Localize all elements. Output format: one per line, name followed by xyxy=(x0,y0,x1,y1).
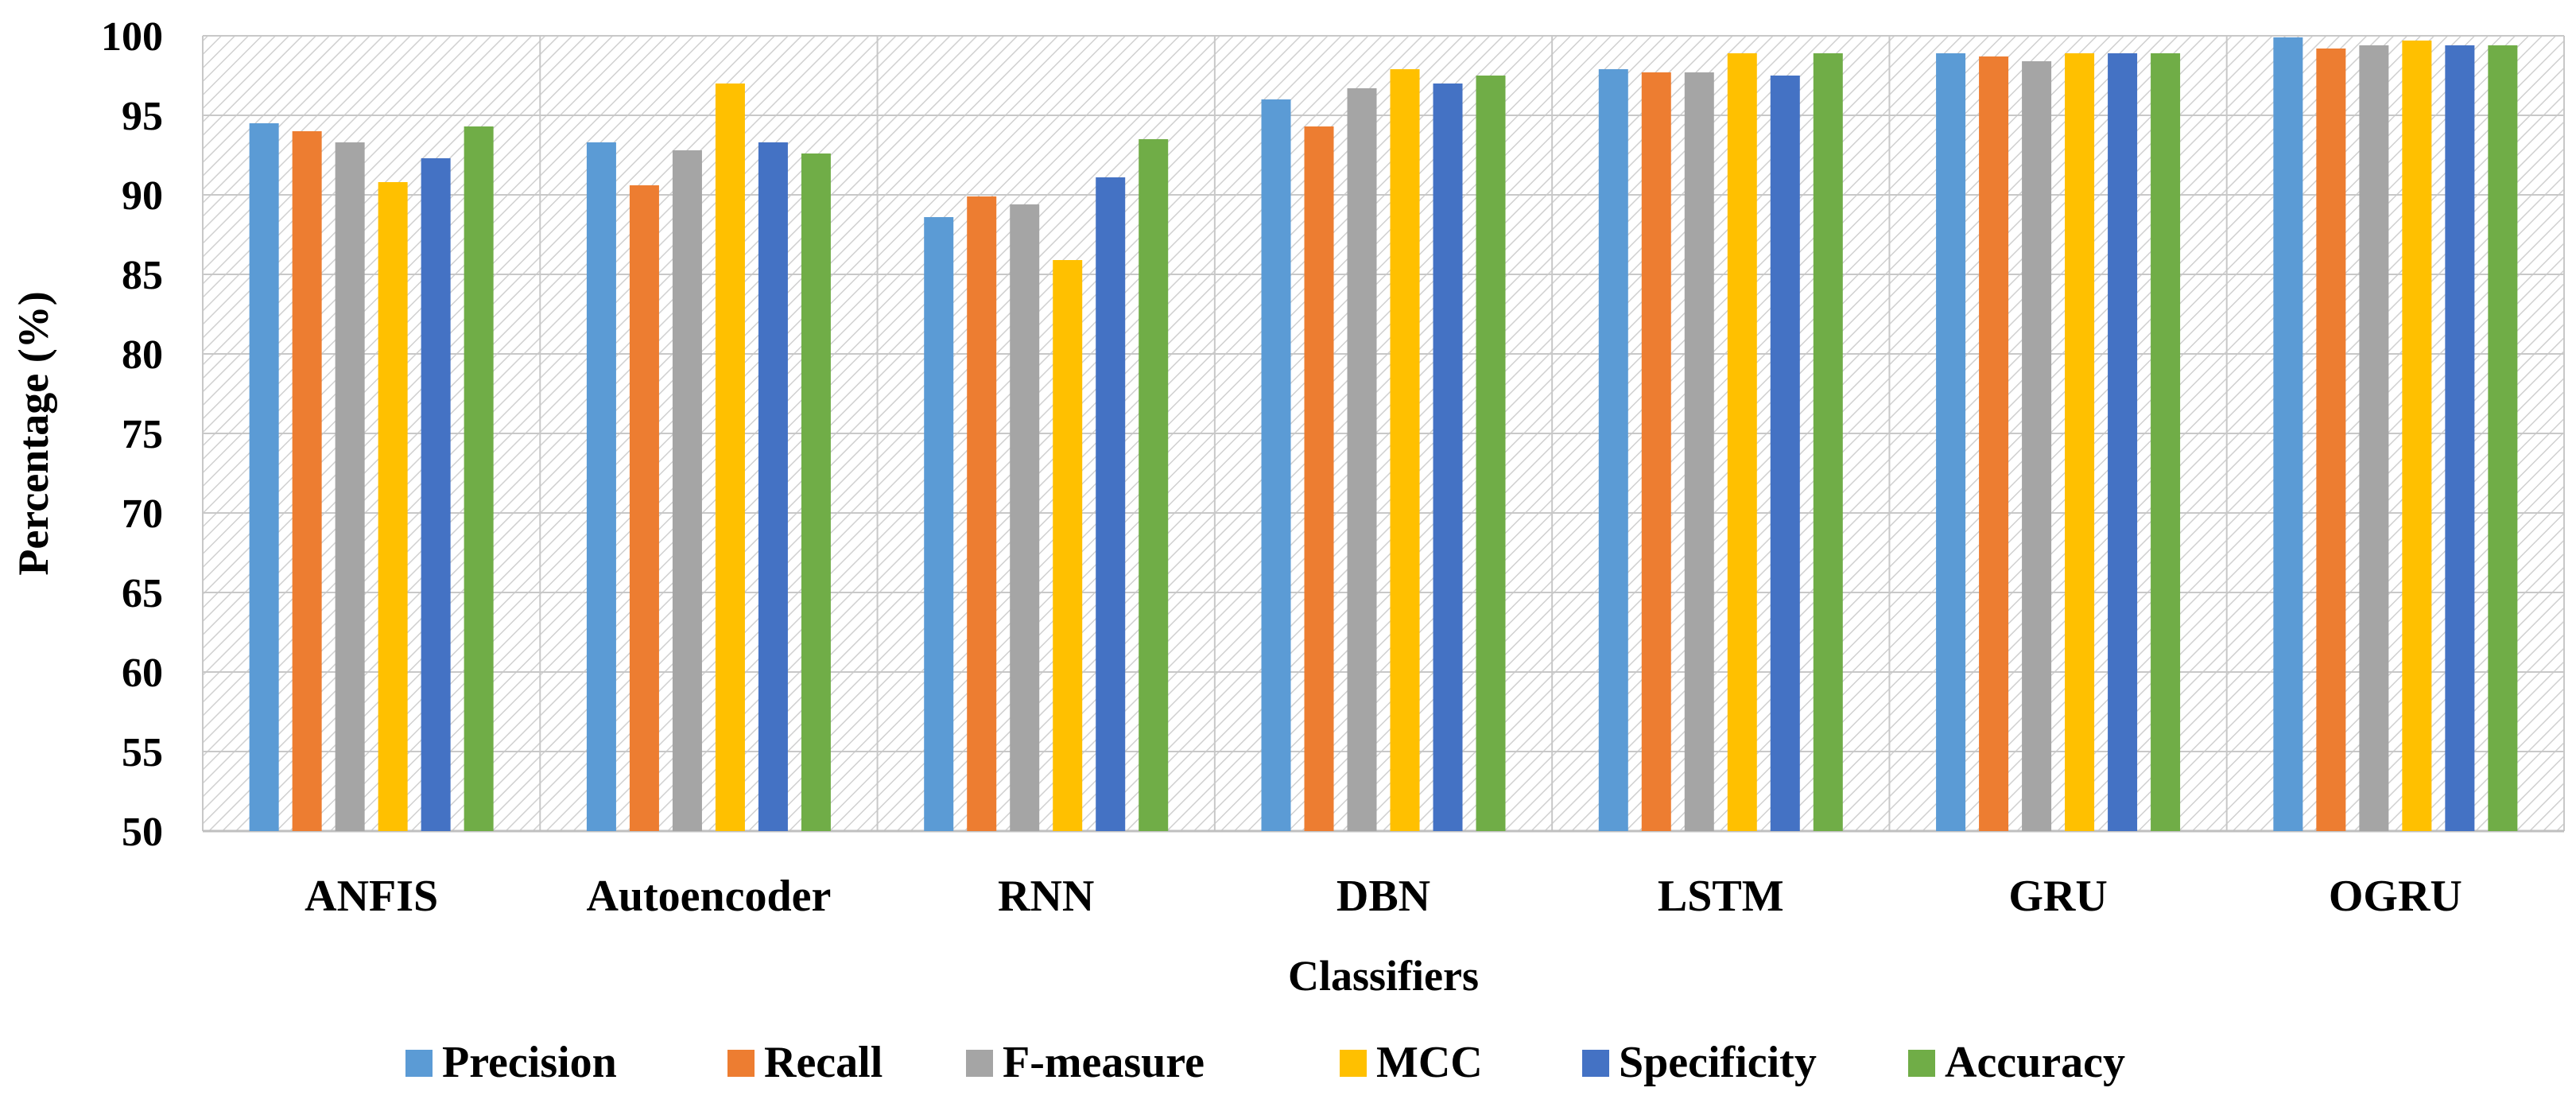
y-axis-title: Percentage (%) xyxy=(10,291,57,575)
y-tick-label: 50 xyxy=(122,810,163,855)
bar-precision-lstm xyxy=(1598,69,1628,831)
bar-recall-ogru xyxy=(2316,49,2346,831)
bar-f-measure-ogru xyxy=(2359,45,2389,831)
legend-swatch-recall xyxy=(727,1050,755,1077)
bar-recall-autoencoder xyxy=(629,185,659,831)
y-tick-label: 60 xyxy=(122,651,163,696)
bar-precision-dbn xyxy=(1261,99,1291,831)
bar-mcc-rnn xyxy=(1053,260,1083,831)
bar-f-measure-rnn xyxy=(1010,204,1040,831)
bar-f-measure-gru xyxy=(2022,61,2052,831)
legend-label: Recall xyxy=(764,1038,883,1087)
bar-accuracy-rnn xyxy=(1139,139,1169,831)
legend-label: Accuracy xyxy=(1945,1038,2125,1087)
y-tick-label: 90 xyxy=(122,173,163,219)
x-category-label: Autoencoder xyxy=(586,872,831,921)
bar-specificity-anfis xyxy=(421,158,451,831)
legend-label: F-measure xyxy=(1003,1038,1205,1087)
legend-swatch-f-measure xyxy=(966,1050,993,1077)
bar-mcc-lstm xyxy=(1727,53,1757,831)
bar-specificity-rnn xyxy=(1096,177,1126,831)
bar-specificity-lstm xyxy=(1770,76,1800,831)
legend-swatch-mcc xyxy=(1340,1050,1367,1077)
bar-recall-lstm xyxy=(1641,72,1671,831)
x-axis-categories: ANFIS Autoencoder RNN DBN LSTM GRU OGRU xyxy=(305,872,2462,921)
legend-label: Specificity xyxy=(1619,1038,1817,1087)
x-category-label: RNN xyxy=(998,872,1094,921)
bar-specificity-dbn xyxy=(1433,84,1463,831)
legend-swatch-specificity xyxy=(1582,1050,1609,1077)
legend: Precision Recall F-measure MCC Specificity Ac… xyxy=(405,1038,2125,1087)
bar-recall-rnn xyxy=(967,196,997,831)
bar-precision-rnn xyxy=(924,217,954,831)
bar-recall-anfis xyxy=(292,131,322,831)
bar-accuracy-anfis xyxy=(464,126,494,831)
bar-accuracy-gru xyxy=(2151,53,2181,831)
y-tick-label: 80 xyxy=(122,332,163,378)
legend-label: Precision xyxy=(442,1038,617,1087)
bar-precision-gru xyxy=(1936,53,1966,831)
bar-accuracy-autoencoder xyxy=(801,153,831,831)
legend-swatch-precision xyxy=(405,1050,433,1077)
bar-precision-autoencoder xyxy=(586,142,616,831)
bar-accuracy-ogru xyxy=(2488,45,2518,831)
bar-accuracy-lstm xyxy=(1813,53,1843,831)
bar-f-measure-lstm xyxy=(1684,72,1714,831)
y-tick-label: 65 xyxy=(122,571,163,616)
bar-mcc-autoencoder xyxy=(715,84,745,831)
bar-accuracy-dbn xyxy=(1476,76,1506,831)
y-tick-label: 95 xyxy=(122,94,163,139)
bar-specificity-autoencoder xyxy=(758,142,788,831)
bar-mcc-dbn xyxy=(1390,69,1420,831)
x-category-label: ANFIS xyxy=(305,872,438,921)
bar-specificity-gru xyxy=(2108,53,2138,831)
bar-f-measure-autoencoder xyxy=(672,150,702,831)
bar-recall-gru xyxy=(1979,56,2009,831)
x-category-label: GRU xyxy=(2008,872,2107,921)
y-tick-label: 70 xyxy=(122,491,163,537)
y-tick-label: 85 xyxy=(122,253,163,298)
x-category-label: DBN xyxy=(1336,872,1430,921)
x-category-label: OGRU xyxy=(2329,872,2462,921)
x-category-label: LSTM xyxy=(1658,872,1784,921)
bar-mcc-anfis xyxy=(378,182,408,831)
x-axis-title: Classifiers xyxy=(1288,952,1479,1000)
bar-specificity-ogru xyxy=(2445,45,2475,831)
y-tick-label: 100 xyxy=(101,14,163,60)
legend-swatch-accuracy xyxy=(1908,1050,1935,1077)
bar-f-measure-anfis xyxy=(335,142,365,831)
bar-recall-dbn xyxy=(1304,126,1334,831)
y-tick-label: 55 xyxy=(122,730,163,775)
bar-precision-anfis xyxy=(249,123,279,831)
bar-mcc-gru xyxy=(2065,53,2095,831)
y-axis-ticks: 50 55 60 65 70 75 80 85 90 95 100 xyxy=(101,14,163,855)
y-tick-label: 75 xyxy=(122,412,163,457)
bars xyxy=(249,37,2518,831)
bar-f-measure-dbn xyxy=(1347,88,1377,831)
bar-mcc-ogru xyxy=(2402,41,2432,831)
legend-label: MCC xyxy=(1376,1038,1483,1087)
bar-precision-ogru xyxy=(2273,37,2303,831)
